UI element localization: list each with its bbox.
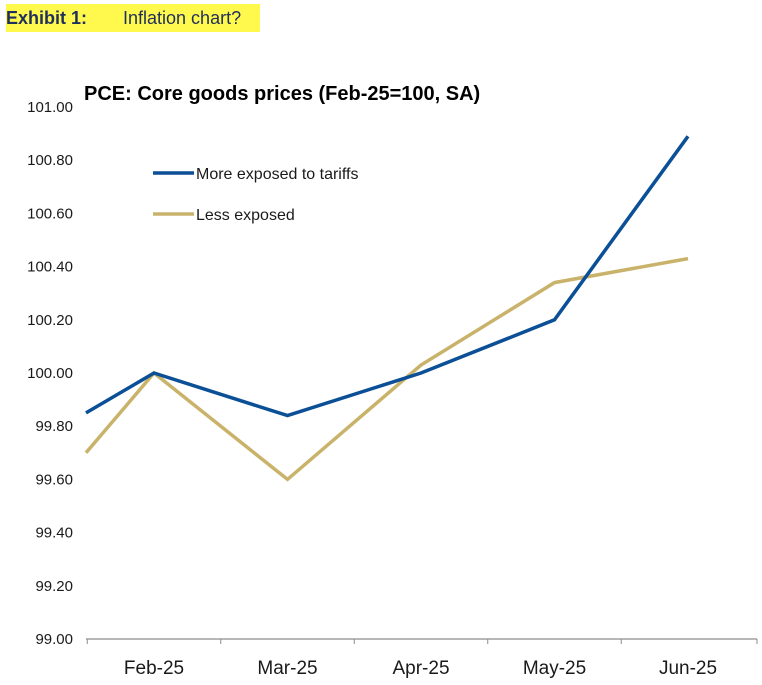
y-tick-label: 100.40 <box>27 259 73 276</box>
exhibit-title: Inflation chart? <box>123 7 242 28</box>
series-line-0 <box>85 135 690 418</box>
y-tick-label: 99.60 <box>35 471 73 488</box>
y-axis: 99.00 99.20 99.40 99.60 99.80 100.00 100.20 100… <box>27 99 73 648</box>
x-tick-label: May-25 <box>523 658 586 679</box>
y-tick-label: 99.40 <box>35 525 73 542</box>
x-axis: Feb-25 Mar-25 Apr-25 May-25 Jun-25 <box>86 638 758 679</box>
x-tick-label: Feb-25 <box>124 658 184 679</box>
y-tick-label: 100.00 <box>27 365 73 382</box>
x-tick-label: Mar-25 <box>257 658 317 679</box>
y-tick-label: 100.20 <box>27 312 73 329</box>
series-lines <box>84 135 690 482</box>
legend-label: Less exposed <box>196 207 295 224</box>
y-tick-label: 99.20 <box>35 578 73 595</box>
y-tick-label: 100.60 <box>27 205 73 222</box>
exhibit-label: Exhibit 1: <box>6 7 88 28</box>
series-line-1 <box>84 256 689 482</box>
legend: More exposed to tariffs Less exposed <box>153 166 358 224</box>
y-tick-label: 99.80 <box>35 418 73 435</box>
exhibit-header: Exhibit 1: Inflation chart? <box>6 4 260 32</box>
y-tick-label: 100.80 <box>27 152 73 169</box>
y-tick-label: 101.00 <box>27 99 73 116</box>
y-tick-label: 99.00 <box>35 631 73 648</box>
legend-label: More exposed to tariffs <box>196 166 358 183</box>
chart-title: PCE: Core goods prices (Feb-25=100, SA) <box>84 83 480 105</box>
x-tick-label: Jun-25 <box>659 658 717 679</box>
x-tick-label: Apr-25 <box>392 658 449 679</box>
